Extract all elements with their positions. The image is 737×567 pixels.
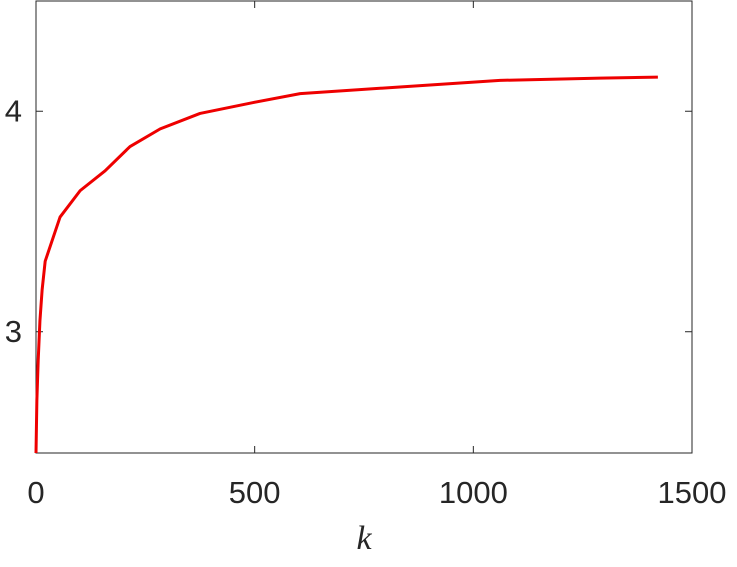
x-tick-label: 1500 (658, 475, 727, 510)
y-tick-label: 4 (5, 93, 22, 128)
x-tick-label: 500 (229, 475, 281, 510)
x-axis-label: k (356, 520, 372, 557)
x-tick-label: 0 (27, 475, 44, 510)
x-tick-label: 1000 (439, 475, 508, 510)
line-series (34, 75, 658, 454)
y-tick-label: 3 (5, 314, 22, 349)
plot-frame (35, 0, 693, 454)
